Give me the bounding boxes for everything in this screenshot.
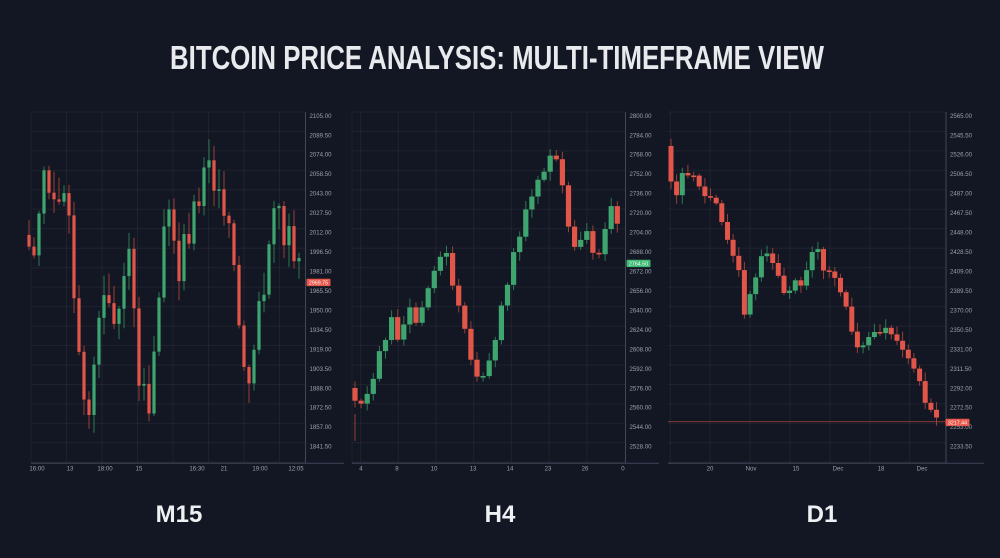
- svg-text:2688.00: 2688.00: [630, 249, 653, 256]
- svg-text:4: 4: [359, 466, 363, 473]
- svg-text:2370.00: 2370.00: [950, 307, 973, 314]
- svg-text:2704.00: 2704.00: [630, 230, 653, 237]
- svg-text:2467.50: 2467.50: [950, 210, 973, 217]
- svg-text:12:05: 12:05: [288, 466, 304, 473]
- svg-text:15: 15: [136, 466, 143, 473]
- svg-text:14: 14: [507, 466, 514, 473]
- svg-text:2656.00: 2656.00: [630, 288, 653, 295]
- svg-text:2526.00: 2526.00: [950, 152, 973, 159]
- svg-text:2428.50: 2428.50: [950, 249, 973, 256]
- svg-text:2027.50: 2027.50: [310, 210, 333, 217]
- svg-text:2800.00: 2800.00: [630, 113, 653, 120]
- svg-text:13: 13: [470, 466, 477, 473]
- svg-text:1996.50: 1996.50: [310, 249, 333, 256]
- svg-text:1857.00: 1857.00: [310, 424, 333, 431]
- svg-text:18:00: 18:00: [97, 466, 113, 473]
- svg-text:1919.00: 1919.00: [310, 346, 333, 353]
- svg-text:2089.50: 2089.50: [310, 132, 333, 139]
- svg-text:2506.50: 2506.50: [950, 171, 973, 178]
- svg-text:16:00: 16:00: [29, 466, 45, 473]
- svg-text:26: 26: [582, 466, 589, 473]
- svg-text:2720.00: 2720.00: [630, 210, 653, 217]
- svg-text:Dec: Dec: [917, 466, 928, 473]
- svg-text:2672.00: 2672.00: [630, 269, 653, 276]
- svg-text:21: 21: [221, 466, 228, 473]
- svg-text:2058.50: 2058.50: [310, 171, 333, 178]
- svg-text:3217.44: 3217.44: [948, 421, 967, 427]
- svg-text:1888.00: 1888.00: [310, 385, 333, 392]
- svg-text:1903.50: 1903.50: [310, 366, 333, 373]
- svg-text:2565.00: 2565.00: [950, 113, 973, 120]
- svg-text:8: 8: [395, 466, 399, 473]
- svg-text:2784.00: 2784.00: [630, 132, 653, 139]
- svg-text:20: 20: [707, 466, 714, 473]
- svg-text:19:00: 19:00: [252, 466, 268, 473]
- svg-text:Nov: Nov: [746, 466, 758, 473]
- svg-text:2608.00: 2608.00: [630, 346, 653, 353]
- svg-text:2592.00: 2592.00: [630, 366, 653, 373]
- svg-text:1841.50: 1841.50: [310, 444, 333, 451]
- svg-text:2752.00: 2752.00: [630, 171, 653, 178]
- svg-text:10: 10: [431, 466, 438, 473]
- svg-text:2544.00: 2544.00: [630, 424, 653, 431]
- svg-text:2074.00: 2074.00: [310, 152, 333, 159]
- svg-text:2272.50: 2272.50: [950, 405, 973, 412]
- svg-text:2560.00: 2560.00: [630, 405, 653, 412]
- svg-text:2545.50: 2545.50: [950, 132, 973, 139]
- svg-text:2528.00: 2528.00: [630, 444, 653, 451]
- svg-text:18: 18: [878, 466, 885, 473]
- svg-text:2768.00: 2768.00: [630, 152, 653, 159]
- svg-text:1934.50: 1934.50: [310, 327, 333, 334]
- svg-text:2311.50: 2311.50: [950, 366, 972, 373]
- svg-text:16:30: 16:30: [189, 466, 205, 473]
- svg-text:0: 0: [621, 466, 625, 473]
- svg-text:2764.50: 2764.50: [629, 262, 648, 268]
- svg-text:2233.50: 2233.50: [950, 444, 973, 451]
- svg-text:2350.50: 2350.50: [950, 327, 973, 334]
- svg-text:1950.00: 1950.00: [310, 307, 333, 314]
- svg-text:2389.50: 2389.50: [950, 288, 973, 295]
- svg-text:2640.00: 2640.00: [630, 307, 653, 314]
- svg-text:1981.00: 1981.00: [310, 269, 333, 276]
- svg-text:2292.00: 2292.00: [950, 385, 973, 392]
- svg-text:2487.00: 2487.00: [950, 191, 973, 198]
- svg-text:2043.00: 2043.00: [310, 191, 333, 198]
- svg-text:15: 15: [793, 466, 800, 473]
- svg-text:2448.00: 2448.00: [950, 230, 973, 237]
- svg-text:2576.00: 2576.00: [630, 385, 653, 392]
- svg-text:2012.00: 2012.00: [310, 230, 333, 237]
- svg-text:2105.00: 2105.00: [310, 113, 333, 120]
- svg-text:1872.50: 1872.50: [310, 405, 333, 412]
- svg-text:1965.50: 1965.50: [310, 288, 333, 295]
- svg-text:13: 13: [67, 466, 74, 473]
- svg-text:23: 23: [545, 466, 552, 473]
- svg-text:2969.75: 2969.75: [309, 281, 328, 287]
- svg-text:2736.00: 2736.00: [630, 191, 653, 198]
- svg-text:Dec: Dec: [833, 466, 844, 473]
- svg-text:2409.00: 2409.00: [950, 269, 973, 276]
- svg-text:2331.00: 2331.00: [950, 346, 973, 353]
- svg-text:2253.00: 2253.00: [950, 424, 973, 431]
- svg-text:2624.00: 2624.00: [630, 327, 653, 334]
